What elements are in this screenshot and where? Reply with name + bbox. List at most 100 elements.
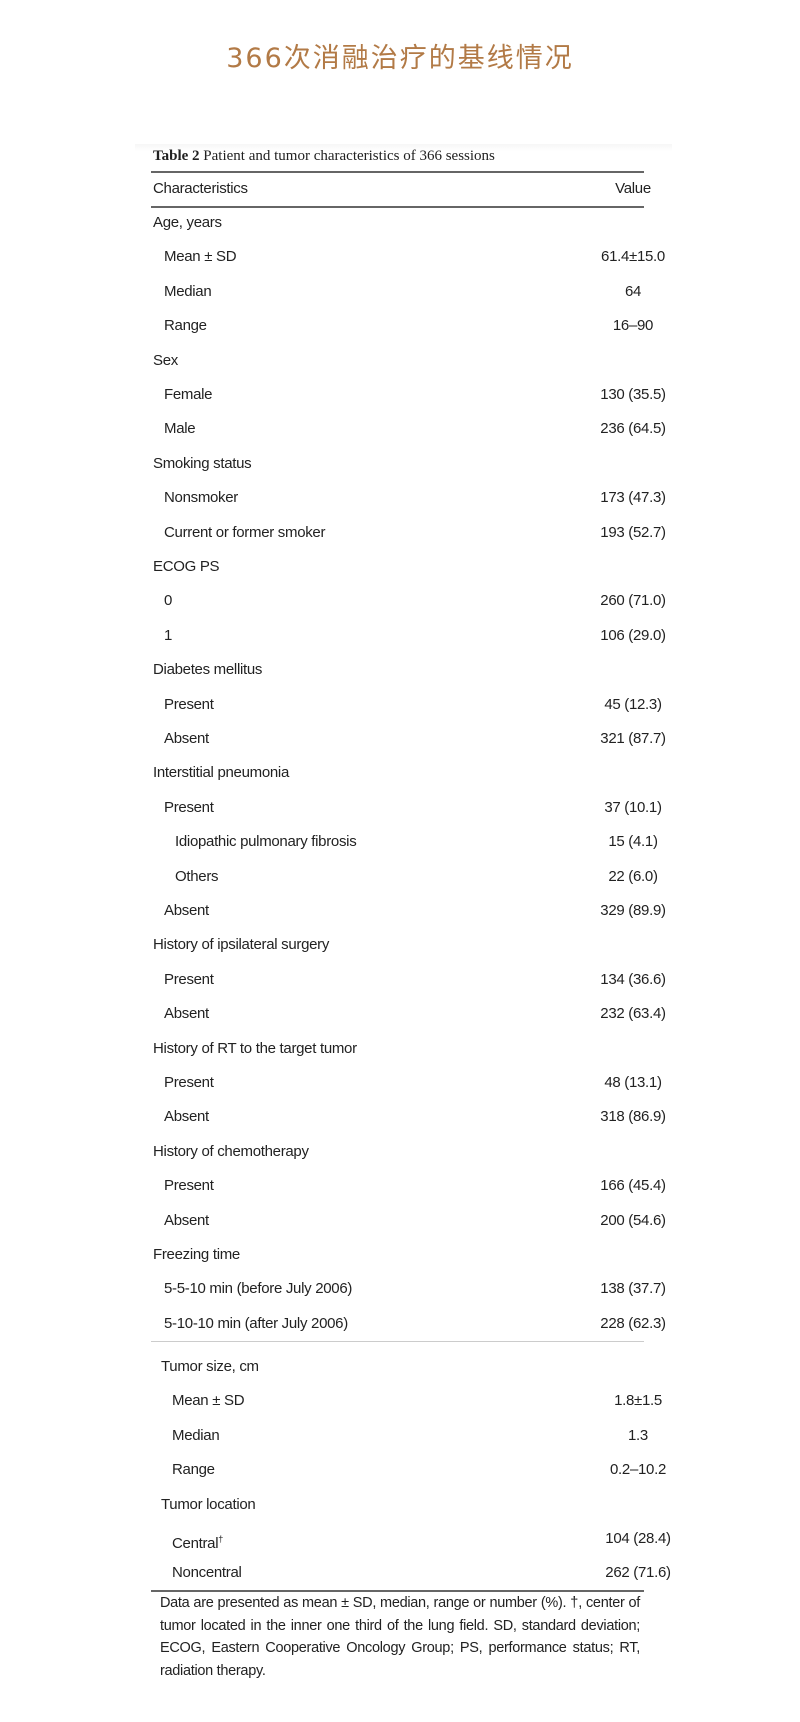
row-label: Absent: [164, 896, 209, 926]
row-value: 200 (54.6): [600, 1211, 666, 1229]
row-label: Smoking status: [153, 449, 252, 479]
table-row: History of chemotherapy: [153, 1137, 644, 1167]
row-label: Tumor location: [161, 1490, 256, 1520]
table-row: 1 106 (29.0): [153, 621, 666, 651]
header-row: Characteristics Value: [153, 174, 651, 204]
row-label-text: Mean ± SD: [172, 1392, 245, 1410]
row-label-text: Male: [164, 420, 196, 438]
row-label: Absent: [164, 999, 209, 1029]
row-value: 1.3: [628, 1426, 648, 1444]
table-caption: Table 2 Patient and tumor characteristic…: [153, 148, 495, 165]
row-label: History of chemotherapy: [153, 1137, 309, 1167]
table-row: 5-10-10 min (after July 2006) 228 (62.3): [153, 1309, 666, 1339]
caption-text: Patient and tumor characteristics of 366…: [199, 148, 495, 164]
table-row: Sex: [153, 346, 644, 376]
table-row: 0 260 (71.0): [153, 586, 666, 616]
row-label-text: History of RT to the target tumor: [153, 1039, 357, 1057]
row-value: 45 (12.3): [604, 695, 662, 713]
table-row: Freezing time: [153, 1240, 644, 1270]
caption-background: [135, 144, 672, 168]
row-label-text: Diabetes mellitus: [153, 661, 263, 679]
row-label-text: Range: [164, 317, 207, 335]
row-label-text: Tumor location: [161, 1495, 256, 1513]
footnote-marker: †: [218, 1534, 223, 1544]
row-label: Median: [164, 277, 212, 307]
row-label: Present: [164, 965, 214, 995]
row-value: 318 (86.9): [600, 1108, 666, 1126]
row-label-text: Absent: [164, 1108, 209, 1126]
row-label: Diabetes mellitus: [153, 655, 262, 685]
row-label-text: Central: [172, 1535, 219, 1552]
row-label-text: Absent: [164, 1211, 209, 1229]
row-value: 173 (47.3): [600, 489, 666, 507]
row-label: Freezing time: [153, 1240, 240, 1270]
row-value: 61.4±15.0: [601, 248, 665, 266]
row-label: 5-5-10 min (before July 2006): [164, 1274, 352, 1304]
row-value: 329 (89.9): [600, 902, 666, 919]
row-value: 134 (36.6): [600, 970, 666, 988]
row-label: History of ipsilateral surgery: [153, 930, 329, 960]
row-value: 16–90: [612, 317, 654, 335]
table-row: History of RT to the target tumor: [153, 1034, 644, 1064]
row-label: Nonsmoker: [164, 483, 238, 513]
row-label: Median: [172, 1421, 220, 1451]
row-label-text: Present: [164, 695, 214, 713]
table-row: ECOG PS: [153, 552, 644, 582]
row-label: 5-10-10 min (after July 2006): [164, 1309, 348, 1339]
table-footnote: Data are presented as mean ± SD, median,…: [160, 1595, 640, 1679]
row-label-text: Current or former smoker: [164, 523, 326, 541]
table-row: Absent 232 (63.4): [153, 999, 666, 1029]
row-label: 0: [164, 586, 172, 616]
row-label-text: Interstitial pneumonia: [153, 764, 289, 782]
row-label-text: History of chemotherapy: [153, 1142, 309, 1160]
row-label-text: Absent: [164, 902, 209, 919]
row-label-text: ECOG PS: [153, 558, 220, 575]
table-row: Mean ± SD 61.4±15.0: [153, 242, 665, 272]
table-row: Smoking status: [153, 449, 644, 479]
row-value: 236 (64.5): [600, 420, 666, 438]
row-label-text: Present: [164, 1074, 214, 1091]
row-label: Idiopathic pulmonary fibrosis: [175, 827, 357, 857]
table-row: Present 45 (12.3): [153, 690, 662, 720]
row-value: 37 (10.1): [604, 798, 662, 816]
row-label-text: Median: [172, 1426, 220, 1444]
table-row: Noncentral 262 (71.6): [153, 1558, 671, 1588]
table-row: Female 130 (35.5): [153, 380, 666, 410]
row-label-text: Present: [164, 798, 214, 816]
row-label: Noncentral: [172, 1558, 242, 1588]
row-label: Present: [164, 1068, 214, 1098]
row-value: 22 (6.0): [608, 867, 658, 885]
row-label-text: Present: [164, 1177, 214, 1195]
row-value: 64: [624, 282, 642, 300]
row-label-text: Noncentral: [172, 1564, 242, 1582]
row-label: Male: [164, 414, 196, 444]
row-label-text: Absent: [164, 1005, 209, 1023]
row-label: Absent: [164, 724, 209, 754]
row-label: Interstitial pneumonia: [153, 758, 289, 788]
table-row: Median 64: [153, 277, 644, 307]
table-row: Current or former smoker 193 (52.7): [153, 518, 666, 548]
bottom-rule: [151, 1590, 644, 1592]
row-label: Sex: [153, 346, 178, 376]
table-row: Present 134 (36.6): [153, 965, 666, 995]
row-label-text: Median: [164, 282, 212, 300]
top-rule: [151, 171, 644, 173]
row-value: 48 (13.1): [604, 1074, 662, 1091]
row-label: Central†: [172, 1524, 223, 1559]
row-label: Female: [164, 380, 213, 410]
row-value: 193 (52.7): [600, 523, 666, 541]
row-label-text: Tumor size, cm: [161, 1358, 259, 1375]
row-label: History of RT to the target tumor: [153, 1034, 357, 1064]
row-label-text: Sex: [153, 351, 178, 369]
row-value: 1.8±1.5: [614, 1392, 662, 1410]
row-label: Absent: [164, 1206, 209, 1236]
row-value: 106 (29.0): [600, 626, 666, 644]
row-value: 166 (45.4): [600, 1177, 666, 1195]
table-row: Others 22 (6.0): [153, 862, 658, 892]
row-label-text: 0: [164, 592, 173, 610]
row-label: Age, years: [153, 208, 222, 238]
row-label: Mean ± SD: [164, 242, 237, 272]
caption-label: Table 2: [153, 148, 200, 164]
table-row: Tumor location: [153, 1490, 644, 1520]
table-row: Absent 321 (87.7): [153, 724, 666, 754]
